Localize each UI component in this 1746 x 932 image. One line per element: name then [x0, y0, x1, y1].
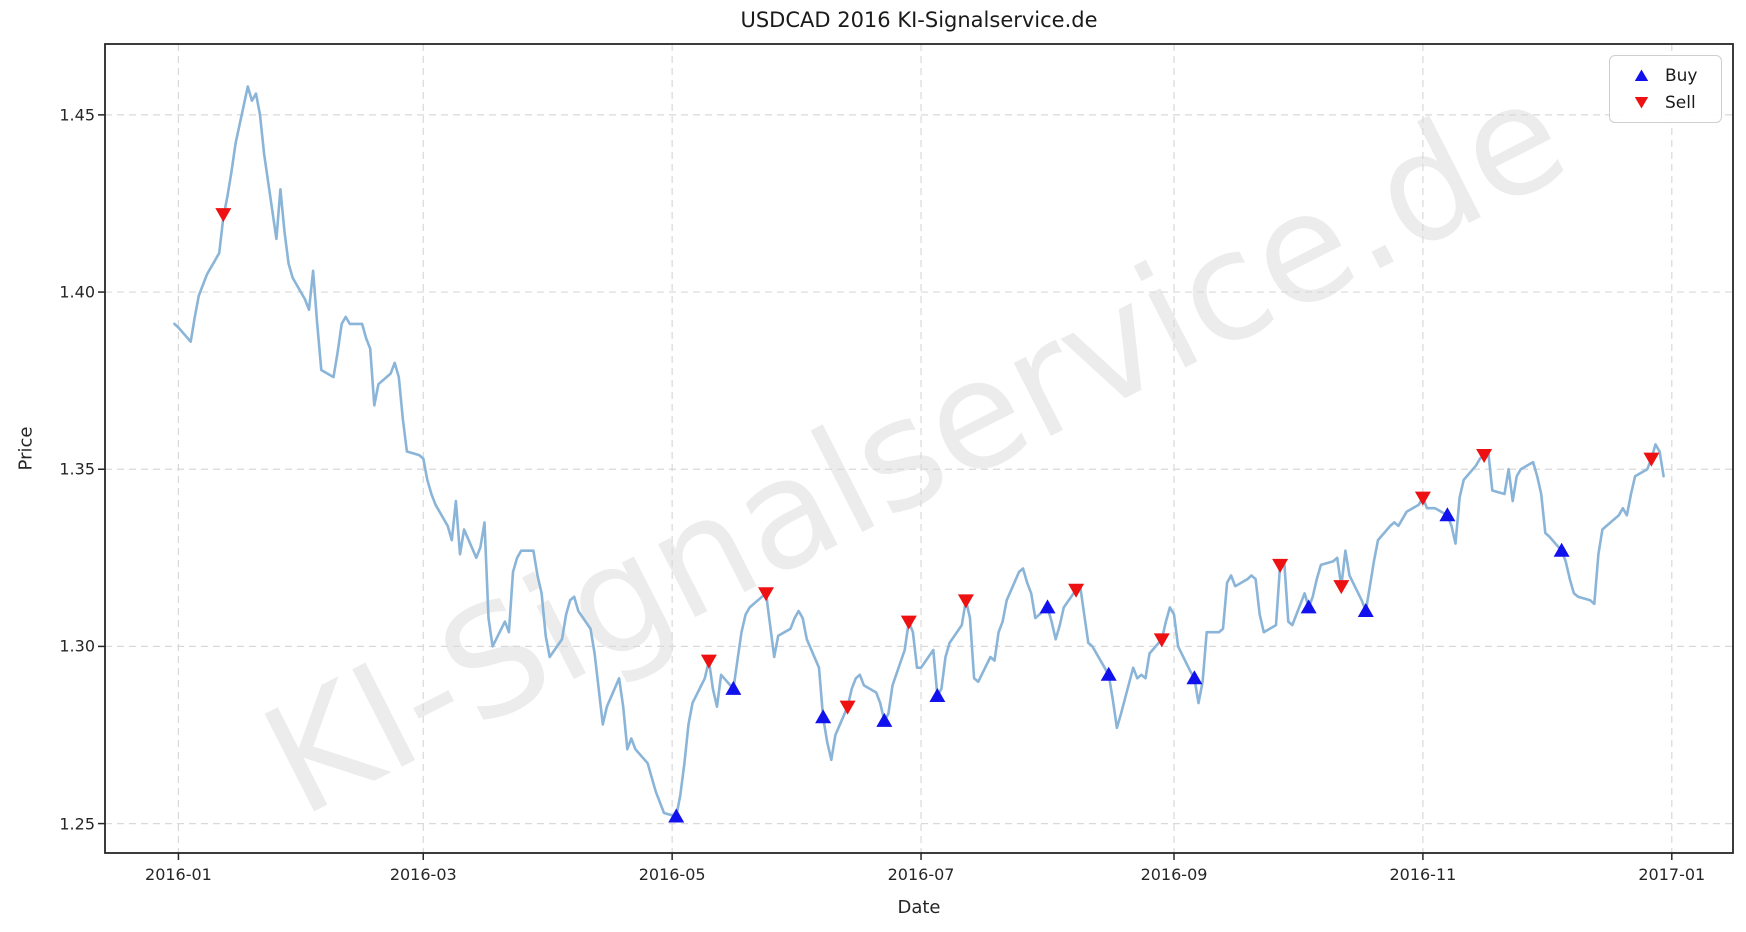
buy-marker: [725, 680, 742, 695]
sell-marker: [839, 700, 856, 715]
y-tick-label: 1.30: [59, 636, 95, 656]
sell-marker: [1068, 583, 1085, 598]
sell-marker: [1643, 452, 1660, 467]
sell-marker: [1272, 558, 1289, 573]
price-line: [173, 85, 1665, 818]
buy-marker: [1439, 507, 1456, 522]
buy-marker: [876, 712, 893, 727]
sell-marker: [957, 594, 974, 609]
x-tick-label: 2016-09: [1140, 865, 1208, 884]
sell-marker: [215, 208, 232, 223]
x-tick-label: 2016-05: [638, 865, 706, 884]
y-tick-label: 1.45: [59, 105, 95, 125]
buy-marker: [1039, 599, 1056, 614]
sell-marker: [900, 615, 917, 630]
x-tick-label: 2016-01: [145, 865, 212, 884]
legend: Buy Sell: [1609, 55, 1722, 123]
legend-label-sell: Sell: [1665, 92, 1696, 113]
x-tick-label: 2017-01: [1638, 865, 1706, 884]
sell-marker: [1333, 580, 1350, 595]
sell-marker: [1153, 633, 1170, 648]
buy-marker: [1357, 602, 1374, 617]
buy-triangle-icon: [1634, 69, 1649, 81]
buy-marker: [1553, 542, 1570, 557]
y-tick-label: 1.25: [59, 814, 95, 834]
y-axis-label: Price: [15, 426, 37, 470]
buy-marker: [668, 808, 685, 823]
sell-marker: [757, 587, 774, 602]
y-tick-label: 1.40: [59, 282, 95, 302]
buy-marker: [815, 709, 832, 724]
sell-triangle-icon: [1634, 97, 1649, 109]
x-tick-label: 2016-03: [389, 865, 457, 884]
axes-frame: [104, 43, 1734, 854]
buy-marker: [1300, 599, 1317, 614]
sell-marker: [1414, 491, 1431, 506]
legend-item-buy: Buy: [1622, 66, 1709, 86]
x-axis-label: Date: [897, 897, 941, 918]
legend-label-buy: Buy: [1665, 65, 1698, 86]
y-tick-label: 1.35: [59, 459, 95, 479]
buy-marker: [929, 688, 946, 703]
buy-marker: [1186, 670, 1203, 685]
sell-marker: [700, 654, 717, 669]
chart-title: USDCAD 2016 KI-Signalservice.de: [740, 8, 1098, 32]
buy-marker: [1100, 666, 1117, 681]
sell-marker: [1476, 449, 1493, 464]
legend-item-sell: Sell: [1622, 93, 1709, 113]
x-tick-label: 2016-11: [1389, 865, 1457, 884]
x-tick-label: 2016-07: [887, 865, 955, 884]
